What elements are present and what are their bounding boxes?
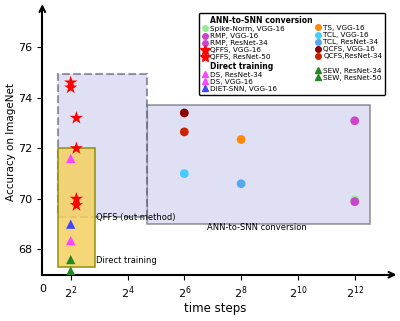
Point: [68, 257, 74, 262]
Legend: ANN-to-SNN conversion, Spike-Norm, VGG-16, RMP, VGG-16, RMP, ResNet-34, QFFS, VG: ANN-to-SNN conversion, Spike-Norm, VGG-1…: [199, 13, 385, 95]
Point: [238, 137, 244, 142]
X-axis label: time steps: time steps: [184, 302, 247, 316]
Point: [238, 181, 244, 186]
Bar: [58, 148, 95, 267]
Point: [352, 118, 358, 123]
Text: ANN-to-SNN conversion: ANN-to-SNN conversion: [207, 223, 307, 232]
Text: 0: 0: [39, 283, 46, 294]
Text: QFFS (out method): QFFS (out method): [96, 213, 176, 222]
Point: [68, 268, 74, 273]
Text: Direct training: Direct training: [96, 256, 157, 265]
Point: [352, 197, 358, 203]
Bar: [58, 74, 147, 217]
Point: [181, 171, 188, 176]
Point: [68, 238, 74, 243]
Point: [73, 116, 80, 121]
Point: [73, 203, 80, 208]
Y-axis label: Accuracy on ImageNet: Accuracy on ImageNet: [6, 83, 16, 201]
Point: [181, 110, 188, 116]
Point: [68, 85, 74, 90]
Point: [68, 221, 74, 227]
Point: [73, 146, 80, 151]
Point: [68, 80, 74, 85]
Point: [68, 156, 74, 161]
Point: [352, 199, 358, 204]
Point: [181, 129, 188, 134]
Bar: [147, 105, 370, 224]
Point: [73, 196, 80, 202]
